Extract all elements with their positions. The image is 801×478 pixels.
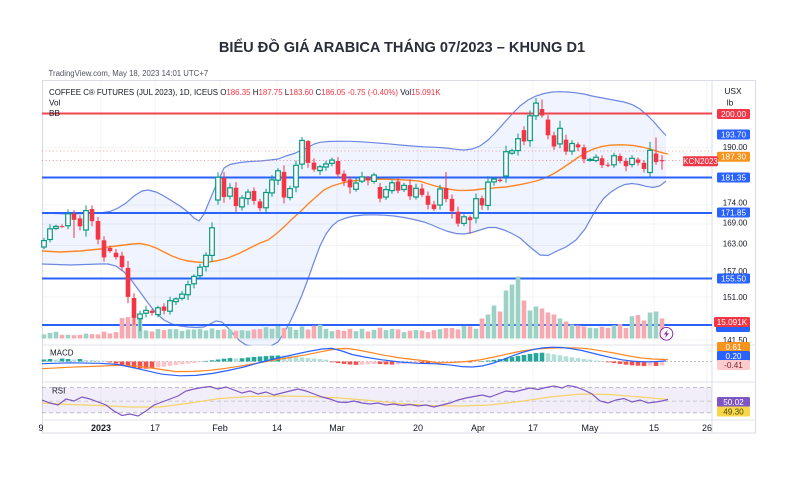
svg-text:17: 17 [150,423,160,433]
svg-text:151.00: 151.00 [723,293,748,302]
svg-text:200.00: 200.00 [721,110,746,119]
svg-text:MACD: MACD [50,349,74,358]
svg-text:181.35: 181.35 [721,173,746,182]
svg-text:169.00: 169.00 [723,219,748,228]
svg-text:0.61: 0.61 [726,343,742,352]
svg-text:193.70: 193.70 [721,130,746,139]
svg-text:15: 15 [649,423,659,433]
svg-text:15.091K: 15.091K [717,318,748,327]
svg-text:TradingView.com, May 18, 2023: TradingView.com, May 18, 2023 14:01 UTC+… [49,69,209,78]
svg-text:-0.41: -0.41 [724,361,743,370]
svg-text:14: 14 [272,423,282,433]
svg-text:155.50: 155.50 [721,274,746,283]
svg-text:26: 26 [702,423,712,433]
svg-text:171.85: 171.85 [721,208,746,217]
svg-text:49.30: 49.30 [723,407,744,416]
svg-text:BB: BB [49,109,60,118]
svg-text:157.00: 157.00 [723,267,748,276]
svg-text:9: 9 [38,423,43,433]
svg-text:187.30: 187.30 [721,153,746,162]
svg-text:Mar: Mar [329,423,345,433]
svg-text:BIỂU ĐỒ GIÁ ARABICA THÁNG 07/2: BIỂU ĐỒ GIÁ ARABICA THÁNG 07/2023 – KHUN… [219,38,585,56]
svg-text:141.50: 141.50 [723,336,748,345]
svg-text:174.00: 174.00 [723,199,748,208]
svg-text:17: 17 [528,423,538,433]
svg-text:KCN2023: KCN2023 [683,157,718,166]
svg-text:Feb: Feb [212,423,228,433]
svg-text:COFFEE C® FUTURES (JUL 2023),: COFFEE C® FUTURES (JUL 2023), 1D, ICEUS … [49,88,441,97]
svg-text:2023: 2023 [91,423,111,433]
svg-text:0.20: 0.20 [726,352,742,361]
svg-text:Apr: Apr [471,423,485,433]
svg-text:190.00: 190.00 [723,143,748,152]
svg-text:20: 20 [413,423,423,433]
svg-text:Vol: Vol [49,99,61,108]
svg-text:May: May [581,423,599,433]
svg-text:USX: USX [724,86,742,96]
svg-text:lb: lb [727,98,734,108]
svg-text:RSI: RSI [52,387,65,396]
svg-text:50.02: 50.02 [723,398,744,407]
svg-text:163.00: 163.00 [723,239,748,248]
